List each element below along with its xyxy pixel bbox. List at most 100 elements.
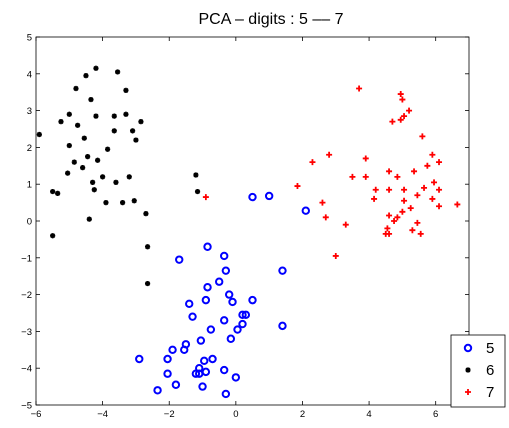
data-point — [200, 356, 209, 366]
data-point — [111, 128, 117, 134]
data-point — [71, 159, 77, 165]
data-point — [131, 198, 137, 204]
data-point — [201, 295, 211, 305]
data-point — [231, 373, 241, 382]
data-point — [66, 111, 72, 117]
data-point — [397, 91, 404, 98]
data-point — [208, 354, 217, 364]
data-point — [407, 205, 414, 212]
data-point — [113, 179, 119, 185]
data-point — [436, 203, 443, 210]
series-6 — [36, 65, 201, 287]
legend-box — [450, 334, 506, 408]
data-point — [144, 244, 151, 250]
y-tick-label: 5 — [27, 33, 32, 44]
data-point — [226, 334, 236, 343]
legend-label-6: 6 — [486, 362, 494, 379]
data-point — [115, 69, 121, 75]
data-point — [103, 200, 109, 206]
data-point — [206, 325, 216, 334]
data-point — [55, 190, 61, 196]
y-tick-label: 0 — [27, 217, 32, 228]
data-point — [301, 206, 310, 215]
y-tick-label: 1 — [27, 180, 32, 191]
data-point — [409, 227, 416, 234]
data-point — [203, 242, 212, 251]
data-point — [88, 96, 94, 103]
data-point — [66, 142, 72, 149]
data-point — [58, 119, 64, 125]
data-point — [219, 316, 229, 325]
x-tick-label: −4 — [97, 409, 108, 420]
y-tick-label: −3 — [21, 327, 32, 338]
axes: −6 −4 −2 0 2 4 6 −5 −4 −3 −2 −1 0 1 2 3 4 5 — [21, 33, 470, 420]
x-tick-label: 6 — [433, 409, 438, 420]
data-point — [424, 162, 431, 169]
data-point — [135, 354, 144, 364]
data-point — [228, 297, 237, 307]
data-point — [362, 155, 369, 162]
x-tick-label: 4 — [366, 409, 371, 420]
data-point — [431, 179, 438, 186]
y-tick-label: −5 — [21, 401, 32, 412]
data-point — [401, 197, 408, 204]
data-point — [65, 170, 71, 176]
data-point — [394, 214, 401, 221]
data-point — [342, 221, 349, 228]
data-point — [397, 116, 404, 123]
data-point — [356, 85, 363, 92]
data-point — [406, 107, 413, 114]
data-point — [36, 131, 42, 138]
data-point — [175, 255, 184, 264]
legend-marker-7 — [465, 389, 471, 395]
data-point — [248, 295, 257, 305]
data-point — [411, 168, 418, 175]
data-point — [201, 367, 211, 377]
data-point — [241, 310, 251, 320]
data-point — [371, 195, 378, 202]
data-point — [401, 186, 408, 193]
legend-marker-6 — [465, 367, 471, 373]
x-tick-label: −6 — [31, 409, 42, 420]
data-point — [75, 122, 81, 128]
data-point — [163, 369, 172, 378]
data-point — [419, 133, 426, 140]
data-point — [224, 290, 234, 299]
data-point — [185, 299, 194, 308]
legend-marker-5 — [463, 343, 473, 353]
data-point — [386, 168, 393, 175]
data-point — [83, 73, 89, 79]
data-point — [421, 184, 428, 191]
data-point — [389, 118, 396, 125]
data-point — [238, 310, 247, 320]
data-point — [349, 173, 356, 180]
data-point — [309, 159, 316, 166]
data-point — [454, 201, 461, 208]
y-tick-label: −4 — [21, 364, 32, 375]
data-point — [194, 188, 201, 195]
data-point — [144, 280, 151, 287]
data-point — [394, 173, 401, 180]
data-point — [429, 195, 436, 202]
data-point — [326, 151, 333, 158]
y-tick-label: 4 — [27, 69, 32, 80]
x-tick-label: 0 — [233, 409, 238, 420]
data-point — [233, 325, 242, 334]
data-point — [436, 159, 443, 166]
chart-title: PCA – digits : 5 –– 7 — [199, 11, 344, 28]
y-tick-label: 3 — [27, 106, 32, 117]
data-point — [85, 154, 91, 160]
data-point — [384, 225, 391, 232]
data-point — [90, 179, 96, 185]
data-point — [50, 233, 56, 239]
data-point — [219, 251, 229, 261]
data-point — [196, 336, 206, 345]
data-point — [429, 151, 436, 158]
data-point — [214, 277, 224, 286]
data-point — [153, 386, 162, 395]
data-point — [100, 174, 106, 180]
y-tick-label: −1 — [21, 253, 32, 264]
legend: 5 6 7 — [450, 334, 506, 408]
data-point — [386, 212, 393, 219]
